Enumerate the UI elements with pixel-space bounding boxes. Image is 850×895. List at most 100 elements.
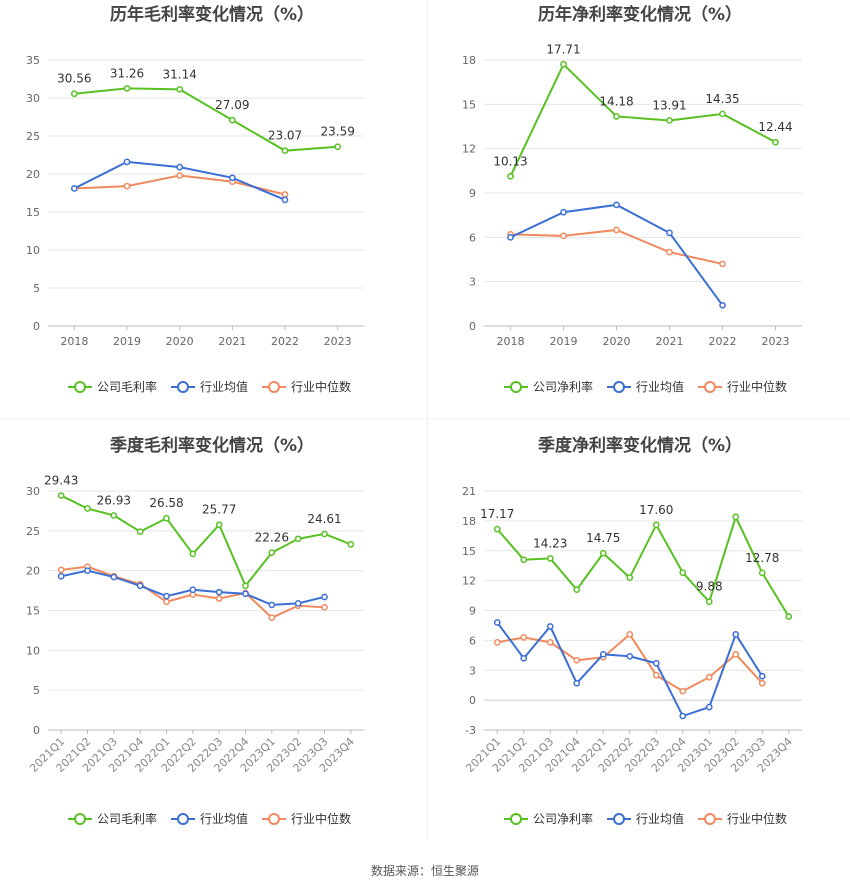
quarterly-net-series-company-point bbox=[599, 549, 607, 557]
annual-net-data-label: 14.35 bbox=[705, 92, 739, 106]
quarterly-net-series-company-point bbox=[546, 555, 554, 562]
quarterly-gross-series-industry_avg-point bbox=[57, 572, 65, 580]
annual-net-legend-swatch-marker bbox=[704, 381, 716, 393]
quarterly-net-series-industry_avg-point bbox=[599, 650, 607, 658]
quarterly-net-series-company-line bbox=[496, 514, 790, 617]
annual-net-y-tick-label: 18 bbox=[462, 54, 476, 67]
quarterly-net-y-tick-label: -3 bbox=[465, 724, 476, 737]
annual-net-series-company-point bbox=[719, 110, 726, 118]
quarterly-net-series-industry_median-point bbox=[493, 639, 501, 646]
annual-gross-y-tick-label: 30 bbox=[26, 92, 40, 105]
annual-net-series-industry_median-point bbox=[719, 260, 726, 268]
quarterly-net-series-company-point bbox=[732, 513, 740, 521]
annual-gross-y-tick-label: 20 bbox=[26, 168, 40, 181]
annual-net-legend-label: 行业均值 bbox=[636, 379, 684, 394]
quarterly-net-data-label: 12.78 bbox=[745, 551, 779, 565]
quarterly-net-legend-label: 公司净利率 bbox=[533, 811, 593, 826]
annual-net-x-tick-label: 2023 bbox=[762, 335, 790, 348]
quarterly-gross-series-industry_avg-point bbox=[294, 599, 302, 607]
annual-gross-x-tick-label: 2019 bbox=[113, 335, 141, 348]
quarterly-net-series-industry_median-point bbox=[520, 634, 528, 641]
annual-gross-series-industry_avg-point bbox=[70, 185, 78, 192]
quarterly-gross-series-company-point bbox=[136, 528, 144, 535]
quarterly-gross-series-industry_avg-point bbox=[242, 590, 249, 598]
annual-net-series-industry_median-point bbox=[613, 226, 620, 234]
quarterly-gross-y-tick-label: 20 bbox=[26, 565, 40, 578]
annual-net-x-tick-label: 2022 bbox=[709, 335, 737, 348]
quarterly-gross-series-industry_avg-point bbox=[268, 601, 276, 609]
quarterly-net-series-company-point bbox=[626, 574, 634, 581]
annual-net-x-tick-label: 2018 bbox=[497, 335, 525, 348]
quarterly-gross-series-company-point bbox=[110, 512, 118, 519]
annual-gross-series-industry_avg-point bbox=[281, 196, 289, 204]
quarterly-gross-series-industry_avg-point bbox=[84, 567, 91, 575]
quarterly-gross-series-company-point bbox=[242, 582, 249, 590]
annual-net-data-label: 17.71 bbox=[546, 42, 580, 56]
quarterly-net-series-industry_avg-point bbox=[758, 672, 766, 680]
quarterly-gross-series-industry_avg-point bbox=[163, 592, 170, 600]
annual-gross-y-tick-label: 35 bbox=[26, 54, 40, 67]
quarterly-gross-series-industry_avg-point bbox=[215, 588, 223, 596]
quarterly-gross-y-tick-label: 15 bbox=[26, 605, 40, 618]
quarterly-gross-series-company-point bbox=[347, 541, 355, 548]
quarterly-net-y-tick-label: 15 bbox=[462, 545, 476, 558]
annual-gross-data-label: 31.26 bbox=[110, 66, 144, 80]
annual-gross-series-company-point bbox=[281, 147, 289, 155]
quarterly-net-series-industry_avg-point bbox=[493, 619, 501, 626]
quarterly-net-series-industry_median-point bbox=[705, 673, 713, 681]
quarterly-net-series-company-point bbox=[493, 525, 501, 533]
annual-gross-legend-swatch-marker bbox=[177, 381, 189, 393]
quarterly-net-series-industry_median-point bbox=[732, 650, 740, 658]
annual-net-x-tick-label: 2021 bbox=[656, 335, 684, 348]
annual-gross-data-label: 30.56 bbox=[57, 72, 91, 86]
annual-gross-y-tick-label: 15 bbox=[26, 206, 40, 219]
quarterly-gross-series-industry_avg-point bbox=[136, 582, 144, 590]
quarterly-net-series-industry_median-point bbox=[546, 639, 554, 646]
quarterly-net-data-label: 17.60 bbox=[639, 503, 673, 517]
annual-gross-y-tick-label: 0 bbox=[33, 320, 40, 333]
horizontal-divider bbox=[0, 418, 850, 419]
quarterly-gross-series-company-line bbox=[60, 494, 352, 588]
annual-gross-x-tick-label: 2020 bbox=[166, 335, 194, 348]
quarterly-gross-legend-swatch-marker bbox=[177, 813, 189, 825]
annual-gross-series-industry_avg-point bbox=[176, 163, 184, 171]
quarterly-gross-data-label: 26.58 bbox=[149, 496, 183, 510]
quarterly-net-series-industry_median-point bbox=[626, 631, 634, 638]
quarterly-net-data-label: 14.23 bbox=[533, 536, 567, 550]
quarterly-gross-y-tick-label: 5 bbox=[33, 684, 40, 697]
quarterly-net-y-tick-label: 0 bbox=[469, 694, 476, 707]
quarterly-net-series-industry_avg-point bbox=[705, 703, 713, 711]
annual-net-series-industry_avg-line bbox=[510, 203, 724, 306]
quarterly-gross-series-industry_median-point bbox=[321, 603, 328, 611]
data-source: 数据来源：恒生聚源 bbox=[370, 864, 479, 878]
quarterly-gross-series-company-point bbox=[163, 514, 170, 522]
annual-gross-series-company-point bbox=[70, 90, 78, 98]
annual-net-y-tick-label: 6 bbox=[469, 231, 476, 244]
annual-gross-title: 历年毛利率变化情况（%） bbox=[110, 4, 314, 25]
annual-net-series-company-point bbox=[666, 117, 673, 124]
annual-net-data-label: 13.91 bbox=[652, 98, 686, 112]
quarterly-gross-legend-label: 行业中位数 bbox=[291, 811, 351, 826]
quarterly-gross-series-industry_median-point bbox=[268, 614, 276, 622]
annual-net-series-industry_median-point bbox=[666, 248, 673, 256]
quarterly-net-data-label: 14.75 bbox=[586, 531, 620, 545]
annual-net-y-tick-label: 3 bbox=[469, 276, 476, 289]
annual-gross-series-company-point bbox=[176, 85, 184, 93]
annual-net-legend-label: 行业中位数 bbox=[727, 379, 787, 394]
annual-gross-y-tick-label: 25 bbox=[26, 130, 40, 143]
annual-gross-series-industry_median-point bbox=[281, 191, 289, 198]
annual-gross-legend-label: 行业中位数 bbox=[291, 379, 351, 394]
annual-gross-x-tick-label: 2023 bbox=[324, 335, 352, 348]
annual-gross-legend-label: 行业均值 bbox=[200, 379, 248, 394]
annual-net-series-industry_avg-point bbox=[613, 201, 620, 209]
quarterly-gross-y-tick-label: 30 bbox=[26, 485, 40, 498]
annual-net-legend-swatch-marker bbox=[613, 381, 625, 393]
quarterly-net-series-industry_avg-point bbox=[626, 652, 634, 660]
quarterly-net-legend-label: 行业均值 bbox=[636, 811, 684, 826]
quarterly-net-y-tick-label: 21 bbox=[462, 485, 476, 498]
annual-gross-series-industry_avg-point bbox=[123, 158, 131, 166]
annual-net-y-tick-label: 9 bbox=[469, 187, 476, 200]
quarterly-gross-data-label: 24.61 bbox=[307, 512, 341, 526]
annual-net-series-company-point bbox=[613, 113, 620, 120]
